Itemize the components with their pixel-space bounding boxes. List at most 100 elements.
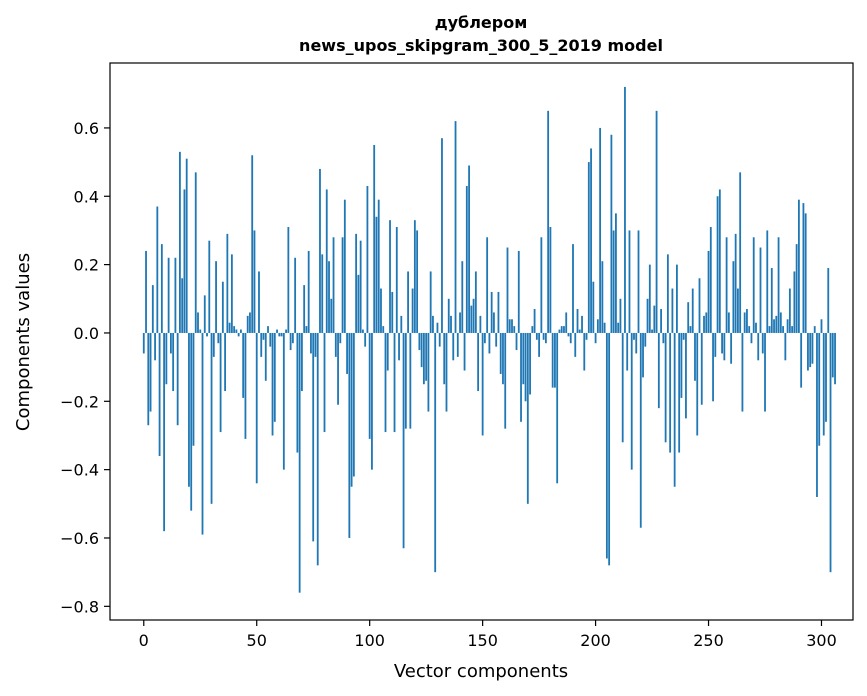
bar bbox=[240, 329, 242, 333]
bar bbox=[486, 237, 489, 333]
bar bbox=[479, 315, 482, 333]
x-axis-ticks: 0 50 100 150 200 250 300 bbox=[139, 620, 837, 650]
bar bbox=[757, 332, 760, 361]
bar bbox=[755, 322, 757, 333]
bar bbox=[341, 237, 344, 333]
bar bbox=[741, 332, 744, 412]
x-tick-label: 250 bbox=[693, 631, 724, 650]
bar bbox=[328, 261, 330, 333]
bar bbox=[497, 291, 500, 333]
bar bbox=[163, 332, 166, 532]
bar bbox=[246, 315, 249, 333]
bar bbox=[531, 326, 534, 333]
y-tick-label: −0.2 bbox=[60, 392, 99, 411]
bar bbox=[334, 332, 337, 357]
bar bbox=[610, 134, 613, 333]
bar bbox=[583, 332, 586, 371]
bar bbox=[190, 332, 193, 511]
bar bbox=[312, 332, 315, 542]
bar bbox=[253, 230, 256, 333]
bar bbox=[802, 203, 805, 333]
bar bbox=[287, 227, 290, 333]
chart-title-line-1: дублером bbox=[435, 13, 528, 32]
bar bbox=[199, 329, 202, 333]
bar bbox=[301, 332, 303, 392]
y-tick-label: −0.4 bbox=[60, 461, 99, 480]
bar bbox=[181, 278, 184, 333]
y-tick-label: 0.4 bbox=[74, 187, 99, 206]
bar bbox=[364, 332, 367, 347]
bar bbox=[483, 332, 486, 344]
bar bbox=[413, 220, 416, 333]
bar bbox=[782, 326, 784, 333]
bar bbox=[285, 329, 287, 333]
bar bbox=[142, 332, 145, 354]
y-tick-label: −0.6 bbox=[60, 529, 99, 548]
y-axis-ticks: −0.8 −0.6 −0.4 −0.2 0.0 0.2 0.4 0.6 bbox=[60, 119, 110, 616]
bar bbox=[705, 312, 708, 333]
bar bbox=[156, 206, 159, 333]
bar bbox=[725, 237, 728, 333]
bar bbox=[730, 332, 733, 364]
plot-frame bbox=[109, 62, 854, 621]
bar bbox=[332, 237, 335, 333]
bar bbox=[269, 332, 272, 347]
bar bbox=[565, 312, 568, 333]
bar bbox=[538, 332, 541, 357]
bar bbox=[280, 332, 283, 337]
bar bbox=[694, 332, 696, 381]
x-tick-label: 300 bbox=[806, 631, 837, 650]
bar bbox=[432, 315, 434, 333]
bar bbox=[452, 332, 455, 361]
x-tick-label: 200 bbox=[580, 631, 611, 650]
bar bbox=[350, 332, 353, 487]
bar bbox=[183, 189, 186, 333]
bar bbox=[587, 162, 590, 333]
bar bbox=[366, 186, 369, 333]
bar bbox=[393, 332, 396, 433]
bar bbox=[149, 332, 152, 412]
bar bbox=[682, 332, 685, 340]
x-tick-label: 0 bbox=[139, 631, 149, 650]
bar bbox=[260, 332, 263, 357]
bar bbox=[420, 332, 423, 368]
bar bbox=[596, 319, 599, 333]
bar bbox=[377, 199, 380, 333]
bar bbox=[791, 326, 794, 333]
bar bbox=[389, 220, 391, 333]
bar bbox=[599, 127, 602, 333]
bar bbox=[434, 332, 437, 573]
bar bbox=[804, 213, 807, 333]
bar bbox=[822, 332, 825, 436]
bar bbox=[208, 240, 211, 333]
bar bbox=[373, 145, 376, 333]
bar bbox=[608, 332, 611, 566]
bar bbox=[540, 237, 543, 333]
bar bbox=[547, 110, 550, 333]
bar bbox=[384, 332, 387, 433]
bar bbox=[273, 332, 276, 422]
bar bbox=[732, 261, 735, 333]
bar bbox=[470, 305, 473, 333]
bar bbox=[151, 285, 154, 333]
bar bbox=[382, 326, 385, 333]
bar bbox=[777, 237, 780, 333]
bar bbox=[680, 332, 683, 398]
bar bbox=[669, 332, 672, 453]
bar bbox=[779, 312, 782, 333]
bar bbox=[438, 332, 441, 347]
bar bbox=[807, 332, 809, 371]
bar bbox=[718, 189, 721, 333]
bar bbox=[402, 332, 405, 549]
bar bbox=[687, 302, 690, 333]
bar bbox=[185, 158, 188, 333]
bar bbox=[734, 233, 737, 333]
bar bbox=[303, 285, 306, 333]
bar bbox=[291, 332, 294, 344]
bar bbox=[637, 230, 640, 333]
bar bbox=[761, 332, 764, 354]
bar bbox=[605, 332, 608, 559]
bar bbox=[569, 332, 572, 344]
bar bbox=[404, 332, 407, 429]
bar bbox=[709, 227, 712, 333]
